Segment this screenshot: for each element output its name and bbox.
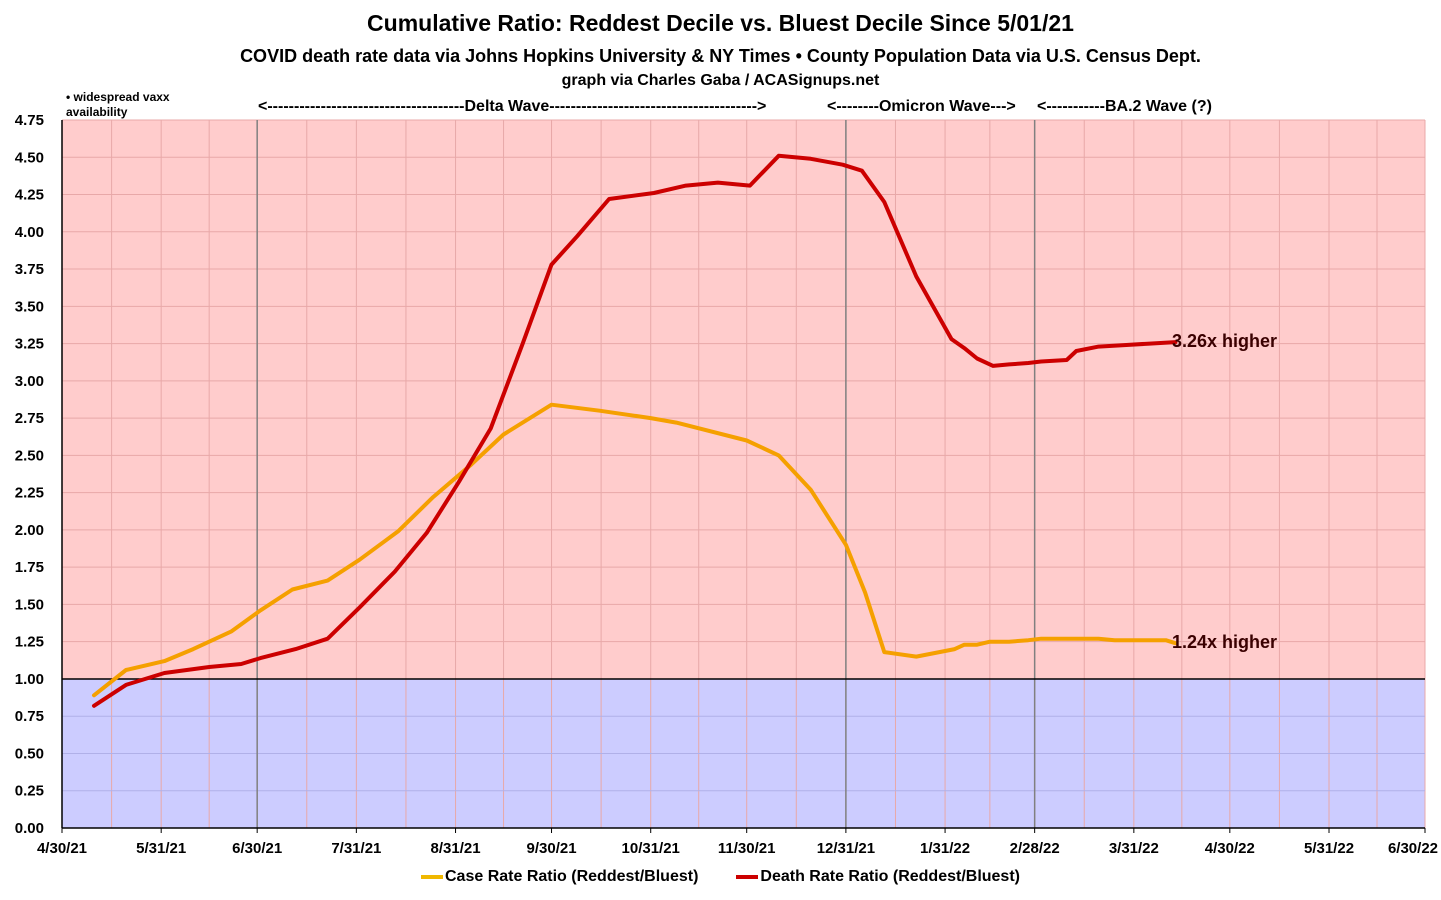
- x-tick-label: 8/31/21: [431, 840, 481, 857]
- omicron-wave-label: <--------Omicron Wave--->: [827, 98, 1016, 115]
- chart-credit: graph via Charles Gaba / ACASignups.net: [561, 72, 880, 89]
- x-tick-label: 5/31/21: [136, 840, 186, 857]
- legend-label-case: Case Rate Ratio (Reddest/Bluest): [445, 868, 699, 885]
- legend-swatch-case: [421, 875, 443, 879]
- death-rate-line: [92, 153, 1178, 708]
- y-tick-label: 4.00: [15, 224, 44, 241]
- x-tick-label: 11/30/21: [718, 840, 776, 857]
- y-tick-label: 3.75: [15, 261, 44, 278]
- vaxx-availability-note: • widespread vaxx availability: [66, 90, 170, 119]
- x-tick-label: 12/31/21: [817, 840, 875, 857]
- x-tick-label: 4/30/22: [1205, 840, 1255, 857]
- x-tick-label: 6/30/22: [1388, 840, 1438, 857]
- x-tick-label: 5/31/22: [1304, 840, 1354, 857]
- y-tick-label: 2.00: [15, 522, 44, 539]
- legend-item-death-rate: Death Rate Ratio (Reddest/Bluest): [736, 868, 1020, 886]
- x-tick-label: 1/31/22: [920, 840, 970, 857]
- legend-item-case-rate: Case Rate Ratio (Reddest/Bluest): [421, 868, 698, 886]
- y-tick-label: 0.00: [15, 820, 44, 837]
- x-tick-label: 4/30/21: [37, 840, 87, 857]
- case-end-label: 1.24x higher: [1172, 632, 1277, 652]
- y-tick-label: 3.00: [15, 373, 44, 390]
- y-tick-label: 0.25: [15, 783, 44, 800]
- y-tick-label: 1.25: [15, 634, 44, 651]
- y-tick-label: 3.50: [15, 298, 44, 315]
- y-tick-label: 1.75: [15, 559, 44, 576]
- x-tick-label: 7/31/21: [331, 840, 381, 857]
- delta-wave-label: <-------------------------------------De…: [258, 98, 767, 115]
- y-tick-label: 2.75: [15, 410, 44, 427]
- y-tick-label: 4.75: [15, 112, 44, 129]
- above-one-region: [62, 120, 1425, 679]
- y-tick-label: 1.00: [15, 671, 44, 688]
- y-tick-label: 3.25: [15, 336, 44, 353]
- legend-swatch-death: [736, 875, 759, 879]
- case-rate-line: [92, 402, 1178, 698]
- y-tick-label: 0.50: [15, 745, 44, 762]
- y-tick-label: 2.50: [15, 447, 44, 464]
- ba2-wave-label: <-----------BA.2 Wave (?): [1037, 98, 1212, 115]
- y-tick-label: 0.75: [15, 708, 44, 725]
- x-tick-label: 3/31/22: [1109, 840, 1159, 857]
- y-tick-label: 1.50: [15, 596, 44, 613]
- y-tick-label: 4.25: [15, 187, 44, 204]
- x-tick-label: 2/28/22: [1010, 840, 1060, 857]
- chart-legend: Case Rate Ratio (Reddest/Bluest) Death R…: [0, 868, 1441, 886]
- y-tick-label: 2.25: [15, 485, 44, 502]
- y-tick-label: 4.50: [15, 149, 44, 166]
- legend-label-death: Death Rate Ratio (Reddest/Bluest): [760, 868, 1020, 885]
- x-tick-label: 6/30/21: [232, 840, 282, 857]
- x-tick-label: 10/31/21: [622, 840, 680, 857]
- chart-title: Cumulative Ratio: Reddest Decile vs. Blu…: [367, 10, 1074, 36]
- chart-subtitle: COVID death rate data via Johns Hopkins …: [240, 46, 1201, 66]
- death-end-label: 3.26x higher: [1172, 331, 1277, 351]
- x-tick-label: 9/30/21: [527, 840, 577, 857]
